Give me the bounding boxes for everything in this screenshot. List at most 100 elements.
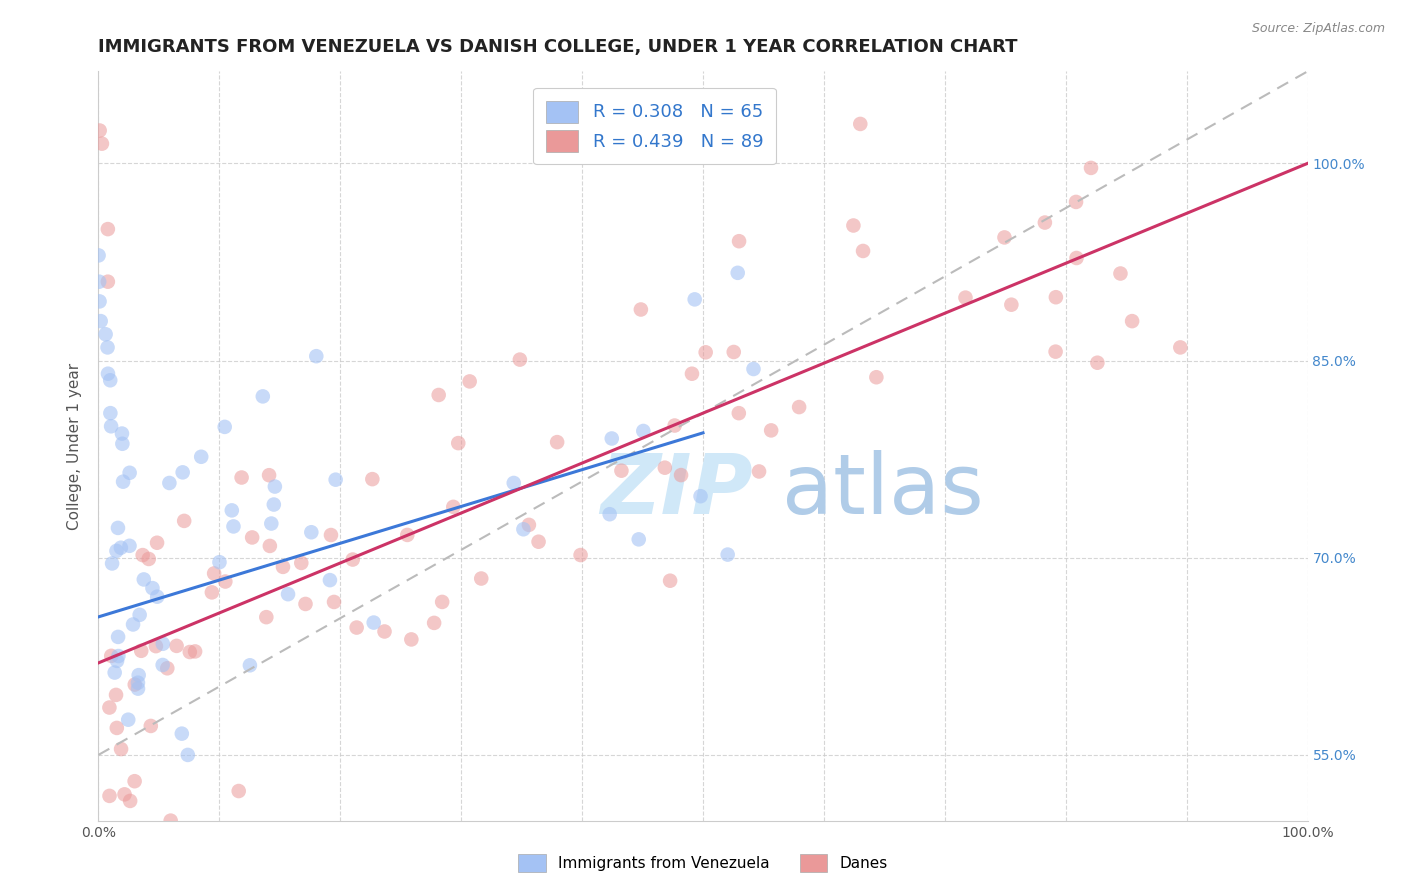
Point	[447, 436, 470, 450]
Point	[100, 648, 122, 663]
Point	[396, 528, 419, 542]
Point	[104, 665, 127, 680]
Point	[600, 432, 623, 446]
Point	[470, 572, 492, 586]
Point	[458, 375, 481, 389]
Point	[1033, 215, 1056, 229]
Point	[546, 435, 568, 450]
Point	[100, 419, 122, 434]
Point	[131, 548, 153, 562]
Point	[96, 340, 118, 354]
Point	[683, 293, 706, 307]
Point	[842, 219, 865, 233]
Point	[681, 367, 703, 381]
Point	[129, 644, 152, 658]
Point	[1168, 340, 1191, 354]
Point	[849, 117, 872, 131]
Point	[1000, 298, 1022, 312]
Point	[202, 566, 225, 581]
Point	[170, 726, 193, 740]
Point	[1066, 251, 1088, 265]
Point	[89, 275, 111, 289]
Point	[319, 528, 342, 542]
Point	[94, 327, 117, 342]
Point	[107, 648, 129, 663]
Point	[664, 418, 686, 433]
Point	[271, 560, 294, 574]
Point	[294, 597, 316, 611]
Point	[865, 370, 887, 384]
Point	[105, 721, 128, 735]
Point	[228, 784, 250, 798]
Point	[727, 266, 749, 280]
Point	[201, 585, 224, 599]
Point	[430, 595, 453, 609]
Point	[172, 466, 194, 480]
Point	[98, 406, 121, 420]
Point	[90, 136, 112, 151]
Point	[114, 788, 136, 802]
Point	[512, 522, 534, 536]
Point	[118, 539, 141, 553]
Point	[124, 677, 146, 691]
Point	[257, 468, 280, 483]
Point	[110, 742, 132, 756]
Point	[325, 473, 347, 487]
Point	[166, 639, 188, 653]
Point	[728, 234, 751, 248]
Point	[184, 644, 207, 658]
Point	[145, 639, 167, 653]
Point	[98, 789, 121, 803]
Point	[742, 362, 765, 376]
Point	[159, 814, 181, 828]
Point	[105, 688, 128, 702]
Point	[141, 581, 163, 595]
Legend: R = 0.308   N = 65, R = 0.439   N = 89: R = 0.308 N = 65, R = 0.439 N = 89	[533, 88, 776, 164]
Point	[569, 548, 592, 562]
Point	[179, 645, 201, 659]
Point	[717, 548, 740, 562]
Point	[610, 464, 633, 478]
Point	[290, 556, 312, 570]
Point	[401, 632, 423, 647]
Point	[118, 466, 141, 480]
Point	[127, 675, 149, 690]
Point	[723, 345, 745, 359]
Point	[90, 314, 112, 328]
Point	[342, 552, 364, 566]
Point	[759, 423, 782, 437]
Point	[509, 352, 531, 367]
Point	[97, 367, 120, 381]
Point	[157, 475, 180, 490]
Point	[299, 525, 322, 540]
Point	[363, 615, 385, 630]
Point	[955, 291, 977, 305]
Point	[177, 747, 200, 762]
Point	[98, 700, 121, 714]
Point	[139, 719, 162, 733]
Point	[89, 294, 111, 309]
Point	[124, 774, 146, 789]
Point	[427, 388, 450, 402]
Point	[132, 573, 155, 587]
Point	[727, 406, 749, 420]
Point	[441, 500, 464, 514]
Point	[152, 637, 174, 651]
Point	[214, 574, 236, 589]
Point	[852, 244, 875, 258]
Point	[993, 230, 1015, 244]
Point	[633, 424, 655, 438]
Point	[107, 630, 129, 644]
Point	[146, 535, 169, 549]
Point	[1064, 194, 1087, 209]
Point	[105, 544, 128, 558]
Point	[105, 654, 128, 668]
Y-axis label: College, Under 1 year: College, Under 1 year	[67, 362, 83, 530]
Text: ZIP: ZIP	[600, 450, 752, 532]
Point	[98, 373, 121, 387]
Point	[263, 479, 285, 493]
Legend: Immigrants from Venezuela, Danes: Immigrants from Venezuela, Danes	[510, 846, 896, 880]
Point	[669, 468, 692, 483]
Point	[110, 541, 132, 555]
Point	[502, 475, 524, 490]
